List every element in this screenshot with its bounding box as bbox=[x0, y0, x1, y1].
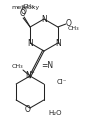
Text: +: + bbox=[30, 70, 34, 75]
Text: Cl⁻: Cl⁻ bbox=[57, 79, 67, 85]
Text: =N: =N bbox=[41, 61, 53, 70]
Text: CH₃: CH₃ bbox=[11, 63, 23, 68]
Text: CH₃: CH₃ bbox=[22, 4, 34, 9]
Text: O: O bbox=[19, 9, 25, 18]
Text: N: N bbox=[25, 70, 31, 80]
Text: methoxy: methoxy bbox=[11, 4, 39, 9]
Text: O: O bbox=[66, 18, 72, 28]
Text: O: O bbox=[21, 8, 27, 16]
Text: H₂O: H₂O bbox=[48, 110, 62, 116]
Text: CH₃: CH₃ bbox=[68, 26, 80, 31]
Text: N: N bbox=[55, 38, 61, 48]
Text: N: N bbox=[27, 38, 33, 48]
Text: N: N bbox=[41, 14, 47, 23]
Text: O: O bbox=[25, 105, 31, 114]
